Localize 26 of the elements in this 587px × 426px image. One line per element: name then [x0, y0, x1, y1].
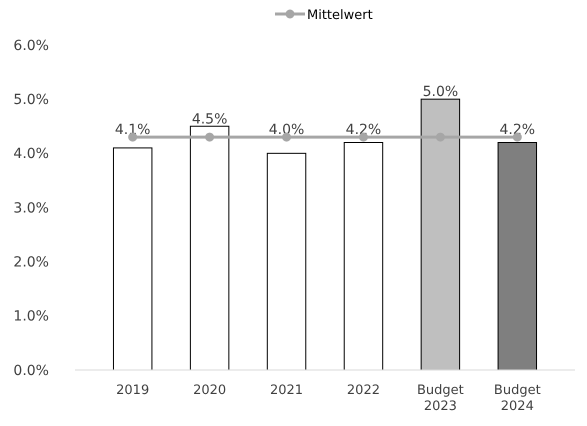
x-tick-label: Budget 2023	[417, 383, 464, 414]
x-tick-label: 2020	[193, 383, 226, 398]
bar	[190, 126, 230, 370]
data-label: 4.0%	[268, 122, 304, 138]
data-label: 4.5%	[192, 111, 228, 128]
y-tick-label: 2.0%	[13, 254, 49, 271]
y-tick-label: 5.0%	[13, 92, 49, 108]
bar	[266, 152, 306, 370]
y-tick-label: 3.0%	[13, 200, 49, 216]
bar	[344, 142, 384, 370]
y-tick-label: 0.0%	[13, 362, 49, 379]
data-label: 4.1%	[114, 122, 150, 138]
y-tick-label: 4.0%	[13, 146, 49, 162]
bar	[420, 98, 460, 370]
y-tick-label: 1.0%	[13, 308, 49, 325]
bar	[112, 147, 152, 370]
data-label: 4.2%	[346, 122, 382, 138]
data-label: 5.0%	[422, 84, 458, 100]
bar	[498, 142, 538, 370]
x-tick-label: 2019	[116, 383, 150, 398]
y-tick-label: 6.0%	[13, 38, 49, 54]
x-tick-label: Budget 2024	[494, 383, 541, 414]
data-label: 4.2%	[500, 122, 536, 138]
legend-label: Mittelwert	[307, 8, 373, 23]
x-tick-label: 2022	[346, 383, 380, 398]
x-tick-label: 2021	[270, 383, 304, 398]
